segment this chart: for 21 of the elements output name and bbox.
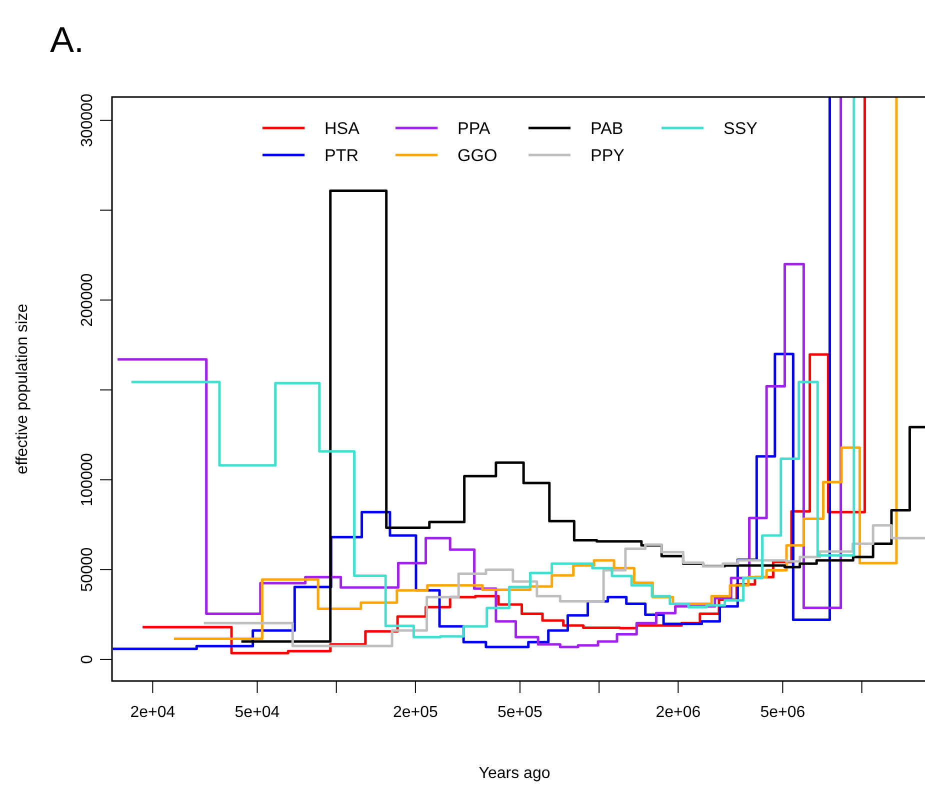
chart-title: A.: [50, 19, 84, 60]
legend-label: GGO: [458, 146, 498, 165]
legend-label: PTR: [324, 146, 358, 165]
y-tick-label: 50000: [79, 547, 96, 592]
x-tick-label: 2e+06: [656, 704, 701, 721]
legend-label: PPA: [458, 119, 491, 138]
y-axis-title: effective population size: [14, 304, 31, 474]
x-tick-label: 5e+06: [760, 704, 806, 721]
x-tick-label: 5e+05: [498, 704, 543, 721]
x-tick-label: 2e+05: [392, 704, 438, 721]
y-tick-label: 300000: [79, 94, 96, 148]
legend-label: PPY: [590, 146, 625, 165]
y-tick-label: 0: [79, 654, 96, 664]
y-tick-label: 200000: [79, 273, 96, 327]
legend-label: SSY: [724, 119, 758, 138]
y-tick-label: 100000: [79, 452, 96, 506]
x-tick-label: 2e+04: [130, 704, 176, 721]
legend-label: PAB: [590, 119, 624, 138]
x-tick-label: 5e+04: [234, 704, 280, 721]
x-axis-title: Years ago: [478, 765, 550, 782]
legend-label: HSA: [324, 119, 360, 138]
